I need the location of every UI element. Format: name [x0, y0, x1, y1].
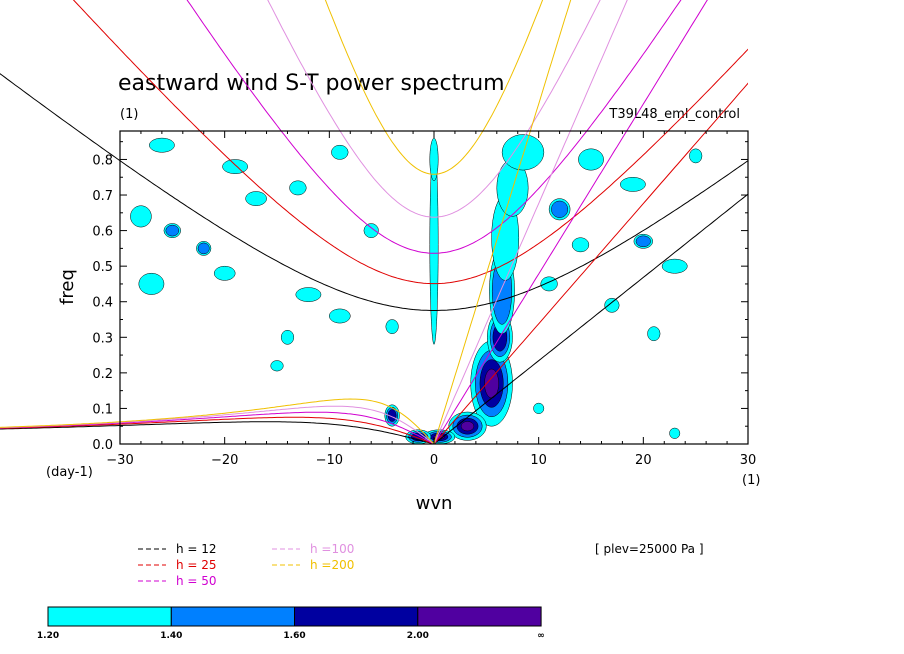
- power-contours: [130, 134, 703, 444]
- curve-inertia-gravity-h100: [267, 0, 601, 218]
- power-contour-30-level-1: [661, 258, 688, 274]
- power-contour-29-level-1: [620, 177, 646, 192]
- x-tick-label: −10: [316, 453, 343, 468]
- colorbar-label-2: 1.60: [283, 631, 305, 641]
- power-contour-13-level-1: [130, 205, 152, 228]
- y-axis-label: freq: [57, 269, 78, 305]
- x-tick-label: 10: [530, 453, 547, 468]
- y-tick-label: 0.3: [92, 331, 113, 346]
- power-contour-34-level-1: [604, 297, 620, 313]
- x-tick-label: 0: [430, 453, 438, 468]
- chart-subtitle-left: (1): [120, 107, 138, 122]
- legend-label-2: h = 50: [176, 574, 217, 588]
- power-contour-20-level-1: [329, 308, 351, 324]
- curve-kelvin-h200: [433, 0, 572, 444]
- x-tick-label: −20: [211, 453, 238, 468]
- power-contour-23-level-1: [331, 144, 349, 160]
- power-contour-19-level-1: [295, 287, 322, 302]
- power-contour-14-level-2: [165, 224, 180, 237]
- curve-rossby-h25: [0, 416, 435, 444]
- curve-rossby-h50: [0, 411, 435, 444]
- plev-annotation: [ plev=25000 Pa ]: [595, 542, 704, 556]
- curve-kelvin-h100: [433, 0, 628, 444]
- y-tick-label: 0.5: [92, 260, 113, 275]
- x-axis-label: wvn: [416, 493, 453, 514]
- y-tick-label: 0.6: [92, 225, 113, 240]
- x-tick-label: −30: [106, 453, 133, 468]
- power-contour-17-level-1: [222, 159, 248, 174]
- power-contour-6-level-1: [501, 134, 545, 171]
- colorbar-label-4: ∞: [537, 631, 545, 641]
- colorbar-segment-0: [47, 606, 172, 627]
- colorbar-segment-2: [294, 606, 419, 627]
- y-tick-label: 0.7: [92, 189, 113, 204]
- power-contour-11-level-1: [429, 137, 439, 182]
- y-tick-label: 0.1: [92, 402, 113, 417]
- power-contour-16-level-1: [245, 191, 267, 206]
- colorbar-segment-3: [417, 606, 542, 627]
- power-contour-33-level-1: [689, 148, 703, 164]
- power-contour-25-level-1: [385, 319, 399, 334]
- curve-rossby-h12: [0, 421, 435, 444]
- colorbar-label-3: 2.00: [407, 631, 429, 641]
- x-units-label: (1): [742, 473, 760, 488]
- chart-subtitle-right: T39L48_eml_control: [608, 107, 740, 122]
- chart-title: eastward wind S-T power spectrum: [118, 71, 505, 96]
- curve-rossby-h200: [0, 398, 435, 444]
- y-units-label: (day-1): [46, 465, 93, 480]
- axis-ticks: −30 −20 −10 0 10 20 30 0.0 0.1 0.2 0.3 0.4 0.5 0.6 0.7…: [92, 131, 756, 468]
- y-tick-label: 0.2: [92, 367, 113, 382]
- power-contour-37-level-1: [669, 427, 681, 439]
- power-contour-39-level-1: [270, 360, 284, 372]
- y-tick-label: 0.8: [92, 153, 113, 168]
- power-contour-35-level-1: [647, 326, 661, 342]
- power-contour-31-level-2: [635, 235, 651, 248]
- x-tick-label: 30: [740, 453, 757, 468]
- curve-kelvin-h25: [433, 82, 748, 444]
- power-contour-18-level-1: [289, 180, 307, 196]
- colorbar: 1.20 1.40 1.60 2.00 ∞: [37, 606, 545, 641]
- legend: h = 12 h = 25 h = 50 h =100 h =200: [138, 542, 354, 588]
- y-tick-label: 0.0: [92, 438, 113, 453]
- power-contour-15-level-2: [197, 242, 210, 255]
- colorbar-label-0: 1.20: [37, 631, 59, 641]
- curve-inertia-gravity-h50: [186, 0, 682, 254]
- power-contour-38-level-1: [533, 402, 545, 414]
- power-contour-22-level-1: [213, 265, 236, 281]
- power-contour-1-level-4: [460, 421, 475, 432]
- power-contour-21-level-1: [138, 272, 165, 295]
- power-contour-32-level-1: [571, 237, 590, 253]
- power-contour-28-level-1: [578, 148, 604, 171]
- power-contour-24-level-1: [363, 223, 379, 238]
- curve-kelvin-h50: [433, 0, 708, 444]
- x-tick-label: 20: [635, 453, 652, 468]
- y-tick-label: 0.4: [92, 296, 113, 311]
- colorbar-segment-1: [170, 606, 296, 627]
- colorbar-label-1: 1.40: [160, 631, 182, 641]
- curve-inertia-gravity-h200: [324, 0, 544, 175]
- legend-label-4: h =200: [310, 558, 354, 572]
- legend-label-1: h = 25: [176, 558, 217, 572]
- legend-label-3: h =100: [310, 542, 354, 556]
- curve-kelvin-h12: [433, 193, 748, 444]
- power-contour-26-level-1: [280, 329, 295, 345]
- power-contour-12-level-1: [149, 137, 175, 153]
- legend-label-0: h = 12: [176, 542, 217, 556]
- curve-inertia-gravity-h25: [72, 0, 748, 285]
- power-contour-27-level-2: [551, 200, 569, 218]
